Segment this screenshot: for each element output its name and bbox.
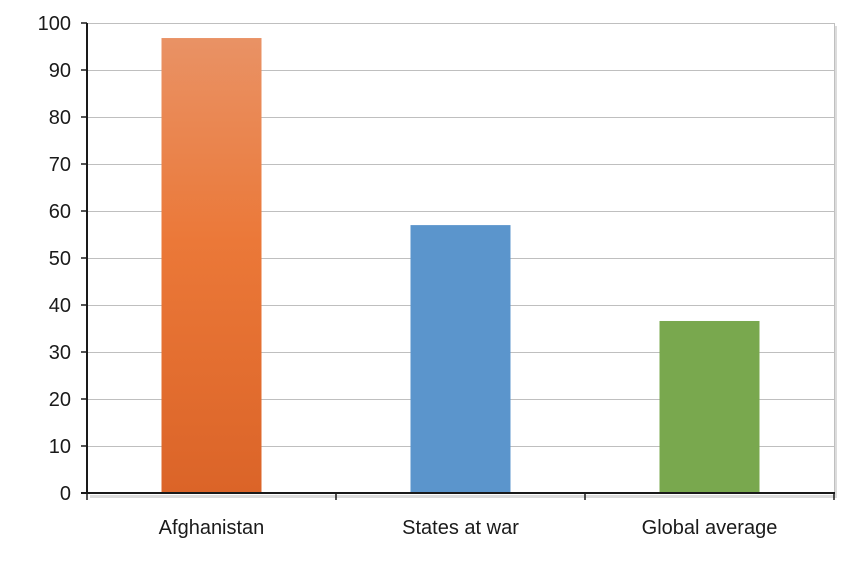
y-tick-label: 40 [49,295,71,317]
y-tick-label: 90 [49,60,71,82]
x-tick-label: Afghanistan [159,517,265,539]
y-tick-label: 50 [49,248,71,270]
bar-global-average [659,320,760,493]
bar-afghanistan [161,38,262,493]
x-tick-label: Global average [642,517,778,539]
y-tick-label: 80 [49,107,71,129]
y-tick-label: 20 [49,389,71,411]
y-tick-label: 10 [49,436,71,458]
bar-states-at-war [410,225,511,493]
y-axis-ticks: 0 10 20 30 40 50 60 70 80 90 100 [38,13,87,505]
x-axis-ticks: Afghanistan States at war Global average [86,493,835,539]
y-tick-label: 60 [49,201,71,223]
x-tick-label: States at war [402,517,519,539]
bars [161,38,760,493]
y-tick-label: 100 [38,13,71,35]
y-tick-label: 30 [49,342,71,364]
y-tick-label: 0 [60,483,71,505]
y-tick-label: 70 [49,154,71,176]
